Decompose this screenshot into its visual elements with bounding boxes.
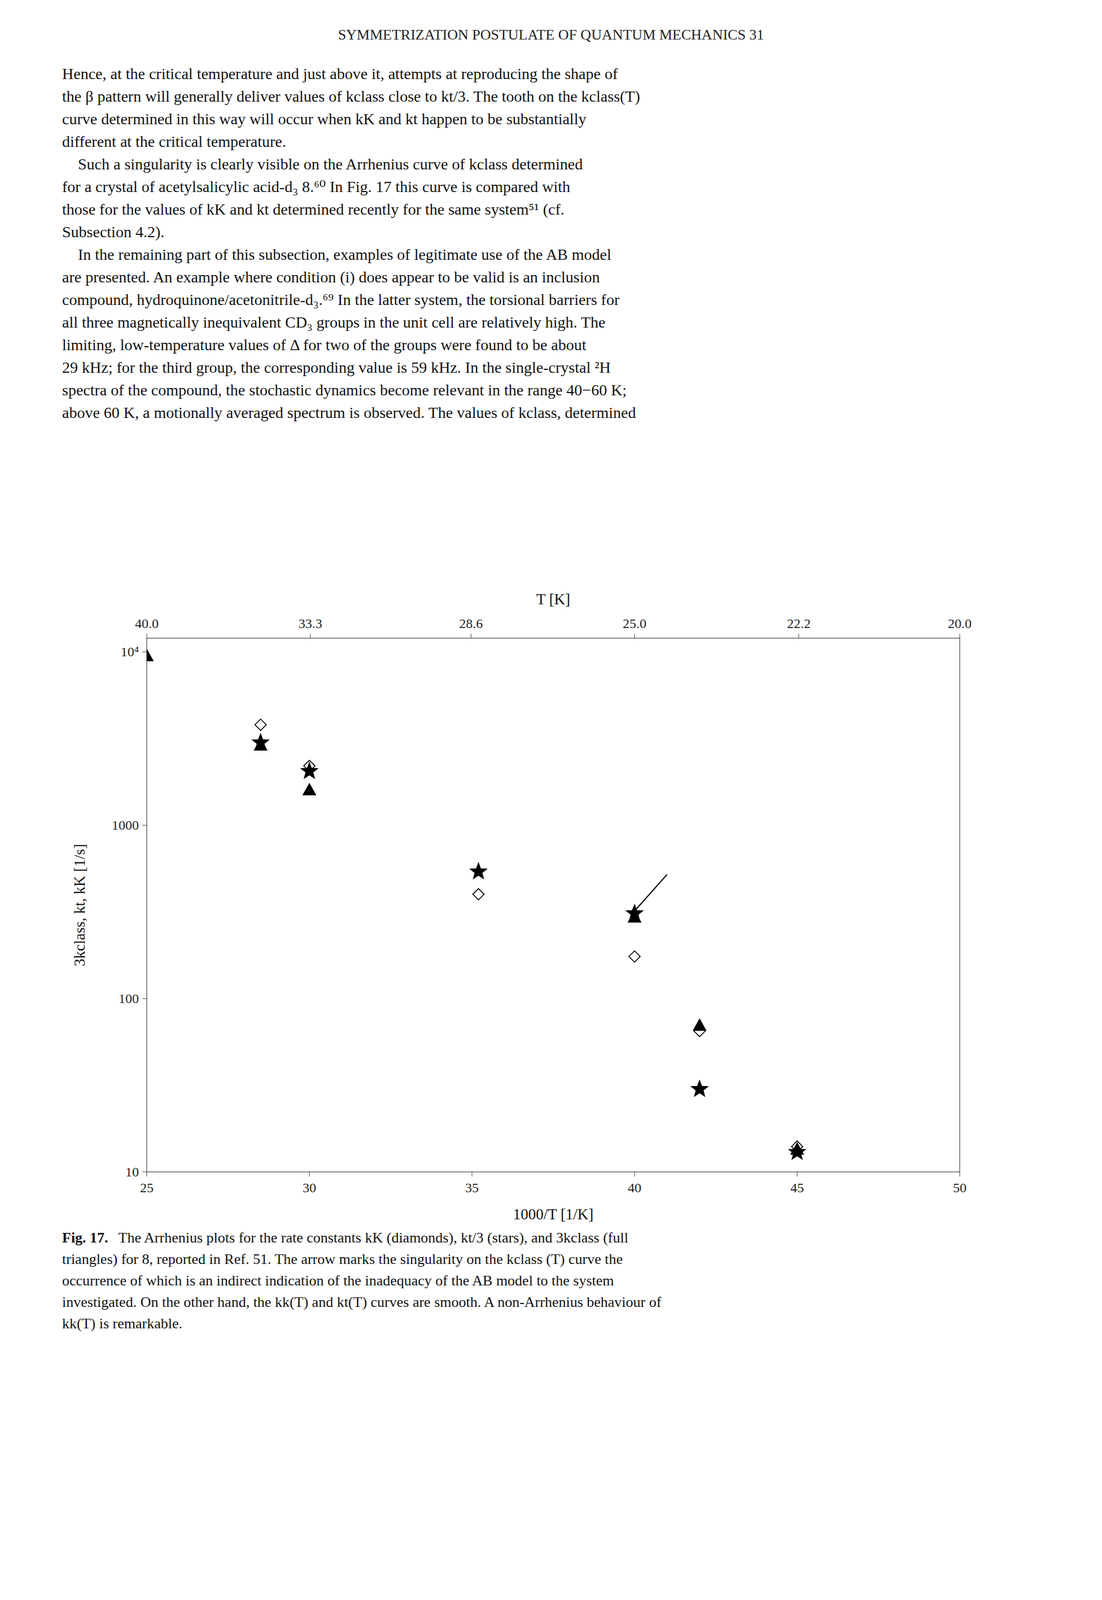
caption-line: triangles) for 8, reported in Ref. 51. T…	[62, 1250, 623, 1267]
x-axis-label: 1000/T [1/K]	[513, 1205, 594, 1223]
body-line: for a crystal of acetylsalicylic acid-d₃…	[62, 177, 571, 196]
diamond-marker	[473, 888, 485, 900]
caption-line: Fig. 17. The Arrhenius plots for the rate…	[62, 1229, 629, 1246]
triangle-marker	[628, 910, 641, 922]
series	[255, 718, 803, 1152]
body-line: Hence, at the critical temperature and j…	[62, 64, 619, 83]
y-tick-label: 1000	[111, 817, 139, 833]
chart: 25 30 35 40 45 50 1000/T [1/K] 40.0 33.3 28.6 25.0…	[71, 590, 972, 1223]
body-line: are presented. An example where conditio…	[62, 268, 600, 286]
x-tick-label: 25	[140, 1179, 154, 1195]
page-background	[0, 0, 1102, 1600]
x2-tick	[470, 633, 472, 638]
x-tick	[471, 1171, 473, 1176]
x-tick	[797, 1171, 798, 1176]
caption: Fig. 17. The Arrhenius plots for the rate…	[62, 1229, 662, 1332]
plot-frame	[146, 637, 960, 1172]
caption-text: The Arrhenius plots for the rate constan…	[118, 1229, 629, 1246]
x-tick	[146, 1171, 148, 1176]
x-tick-label: 45	[790, 1179, 804, 1195]
body-line: all three magnetically inequivalent CD₃ …	[62, 313, 606, 331]
body-line: Subsection 4.2).	[62, 222, 165, 241]
x-tick	[959, 1171, 961, 1176]
x2-tick-label: 25.0	[622, 615, 647, 631]
x2-tick	[634, 633, 636, 638]
header: SYMMETRIZATION POSTULATE OF QUANTUM MECH…	[338, 26, 765, 43]
body-line: compound, hydroquinone/acetonitrile-d₃.⁶…	[62, 290, 620, 309]
triangle-marker	[303, 783, 316, 795]
body-line: limiting, low-temperature values of Δ fo…	[62, 335, 587, 354]
body-line: 29 kHz; for the third group, the corresp…	[62, 358, 611, 376]
body-line: the β pattern will generally deliver val…	[62, 87, 641, 106]
star-marker	[470, 862, 487, 878]
x2-tick-label: 33.3	[298, 615, 323, 631]
x2-tick	[146, 633, 148, 638]
x2-tick	[798, 633, 799, 638]
x-tick-label: 40	[627, 1179, 642, 1195]
x-tick-label: 35	[465, 1179, 479, 1195]
x-tick-label: 50	[952, 1179, 967, 1195]
star-marker	[691, 1080, 708, 1096]
y-tick	[142, 1171, 147, 1173]
diamond-marker	[628, 950, 641, 962]
series	[252, 733, 806, 1159]
body-line: spectra of the compound, the stochastic …	[62, 381, 627, 399]
y-axis-label: 3kclass, kt, kK [1/s]	[71, 843, 89, 966]
caption-line: investigated. On the other hand, the kk(…	[62, 1293, 662, 1310]
x-tick	[309, 1171, 310, 1176]
triangle-marker	[146, 649, 153, 661]
caption-label: Fig. 17.	[62, 1229, 109, 1246]
y-tick	[142, 824, 147, 826]
y-tick-label: 100	[118, 990, 139, 1006]
y-tick	[142, 651, 147, 653]
body-text: Hence, at the critical temperature and j…	[62, 64, 641, 422]
series	[146, 649, 804, 1154]
triangle-marker	[693, 1019, 706, 1031]
caption-line: kk(T) is remarkable.	[62, 1314, 183, 1332]
body-line: different at the critical temperature.	[62, 132, 287, 151]
y-tick-label: 10	[125, 1164, 139, 1179]
triangle-marker	[790, 1142, 804, 1154]
page: SYMMETRIZATION POSTULATE OF QUANTUM MECH…	[0, 0, 1102, 1600]
body-line: those for the values of kK and kt determ…	[62, 200, 565, 218]
x2-tick-label: 40.0	[134, 615, 159, 631]
body-line: above 60 K, a motionally averaged spectr…	[62, 403, 637, 422]
body-line: Such a singularity is clearly visible on…	[62, 155, 583, 173]
x2-tick-label: 22.2	[786, 615, 811, 631]
star-marker	[301, 762, 318, 778]
plot-area	[146, 649, 806, 1159]
diamond-marker	[255, 718, 267, 730]
body-line: In the remaining part of this subsection…	[62, 245, 612, 264]
x2-axis-label: T [K]	[536, 590, 571, 608]
x2-tick	[309, 633, 311, 638]
x-tick	[634, 1171, 636, 1176]
caption-line: occurrence of which is an indirect indic…	[62, 1271, 615, 1289]
x2-tick-label: 20.0	[947, 615, 972, 631]
y-tick	[142, 998, 147, 999]
x-tick-label: 30	[302, 1179, 317, 1195]
annotation-arrow	[631, 873, 667, 915]
body-line: curve determined in this way will occur …	[62, 110, 587, 128]
x2-tick-label: 28.6	[458, 615, 483, 631]
x2-tick	[959, 633, 961, 638]
triangle-marker	[254, 738, 268, 750]
y-tick-label: 10⁴	[120, 644, 139, 659]
